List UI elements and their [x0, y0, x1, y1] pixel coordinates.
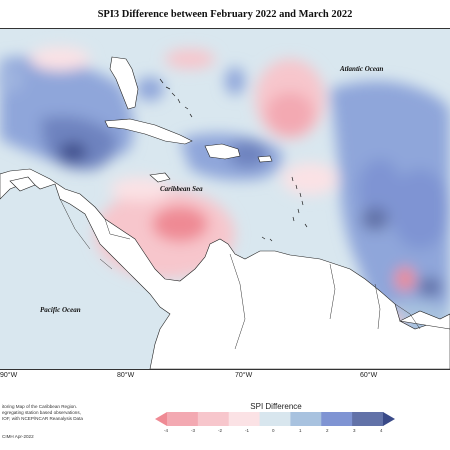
- legend-title: SPI Difference: [250, 402, 302, 411]
- footnote-credit: CIMH Apr-2022: [2, 434, 34, 439]
- legend-colorbar: [155, 412, 395, 426]
- tick-label: 60°W: [360, 372, 378, 379]
- legend-tick-label: 2: [326, 428, 329, 433]
- footnote-line: IOF, with NCEP/NCAR Reanalysis Data: [2, 416, 83, 421]
- pacific-ocean-label: Pacific Ocean: [40, 306, 81, 314]
- tick-label: 90°W: [0, 372, 18, 379]
- legend-tick-label: 4: [380, 428, 383, 433]
- legend-swatch: [290, 412, 322, 426]
- legend-swatch: [197, 412, 230, 426]
- legend-arrow-low: [155, 412, 167, 426]
- spi-difference-map: Atlantic Ocean Caribbean Sea Pacific Oce…: [0, 28, 450, 370]
- tick-label: 70°W: [235, 372, 253, 379]
- legend-tick-label: -4: [164, 428, 169, 433]
- legend-arrow-high: [383, 412, 395, 426]
- tick-label: 80°W: [117, 372, 135, 379]
- land: [0, 56, 450, 369]
- footnote-line: egregating station based observations,: [2, 410, 81, 415]
- legend-tick-label: 1: [299, 428, 302, 433]
- legend-tick-label: -1: [245, 428, 250, 433]
- legend-swatch: [259, 412, 291, 426]
- footnote-line: itoring Map of the Caribbean Region.: [2, 404, 78, 409]
- legend-swatch: [352, 412, 384, 426]
- caribbean-sea-label: Caribbean Sea: [160, 185, 203, 193]
- atlantic-ocean-label: Atlantic Ocean: [339, 65, 383, 73]
- legend-tick-label: 0: [272, 428, 275, 433]
- islands: [159, 78, 308, 242]
- legend-swatch: [167, 412, 199, 426]
- legend-tick-label: -3: [191, 428, 196, 433]
- country-borders: [59, 198, 421, 350]
- legend-tick-label: -2: [218, 428, 223, 433]
- legend-swatch: [321, 412, 353, 426]
- legend-tick-label: 3: [353, 428, 356, 433]
- legend-swatch: [228, 412, 261, 426]
- map-canvas: Atlantic Ocean Caribbean Sea Pacific Oce…: [0, 29, 450, 369]
- map-title: SPI3 Difference between February 2022 an…: [97, 9, 353, 20]
